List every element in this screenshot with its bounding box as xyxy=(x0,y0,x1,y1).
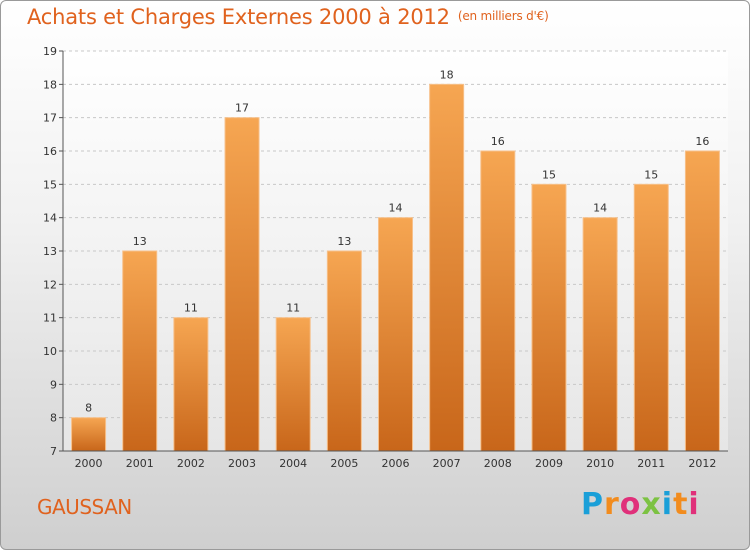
bar-2010 xyxy=(582,217,618,452)
data-label-2007: 18 xyxy=(440,68,454,81)
bar-2003 xyxy=(224,117,260,452)
data-label-2010: 14 xyxy=(593,202,607,215)
x-tick-label: 2005 xyxy=(330,457,358,470)
proxiti-logo[interactable]: Proxiti xyxy=(581,487,700,522)
y-tick-label: 17 xyxy=(43,112,57,125)
commune-name: GAUSSAN xyxy=(37,495,132,519)
x-tick-label: 2003 xyxy=(228,457,256,470)
data-label-2011: 15 xyxy=(644,168,658,181)
data-label-2005: 13 xyxy=(337,235,351,248)
logo-letter: x xyxy=(641,487,662,522)
y-tick-label: 15 xyxy=(43,178,57,191)
data-label-2008: 16 xyxy=(491,135,505,148)
logo-letter: t xyxy=(673,487,689,522)
x-tick-label: 2009 xyxy=(535,457,563,470)
x-tick-label: 2010 xyxy=(586,457,614,470)
data-label-2006: 14 xyxy=(389,202,403,215)
y-tick-label: 18 xyxy=(43,78,57,91)
bar-2011 xyxy=(633,183,669,452)
x-axis: 2000 2001 2002 2003 2004 2005 2006 2007 2008 2009… xyxy=(63,450,728,470)
x-tick-label: 2001 xyxy=(126,457,154,470)
x-tick-label: 2000 xyxy=(75,457,103,470)
x-tick-label: 2002 xyxy=(177,457,205,470)
bar-chart: 7 8 9 10 11 12 13 14 15 16 17 18 19 8 13 11 17 11 13 14 18 1… xyxy=(43,45,728,470)
data-label-2004: 11 xyxy=(286,302,300,315)
y-tick-label: 9 xyxy=(50,378,57,391)
y-tick-label: 10 xyxy=(43,345,57,358)
y-axis: 7 8 9 10 11 12 13 14 15 16 17 18 19 xyxy=(43,45,64,458)
logo-letter: r xyxy=(604,487,620,522)
bar-2002 xyxy=(173,317,209,452)
x-tick-label: 2008 xyxy=(484,457,512,470)
x-tick-label: 2012 xyxy=(688,457,716,470)
x-tick-label: 2007 xyxy=(433,457,461,470)
x-tick-label: 2004 xyxy=(279,457,307,470)
data-label-2012: 16 xyxy=(695,135,709,148)
x-tick-label: 2006 xyxy=(382,457,410,470)
logo-letter: P xyxy=(581,487,604,522)
bar-2007 xyxy=(429,83,465,452)
chart-title-text: Achats et Charges Externes 2000 à 2012 xyxy=(27,5,450,29)
bar-2009 xyxy=(531,183,567,452)
y-tick-label: 16 xyxy=(43,145,57,158)
bar-2008 xyxy=(480,150,516,452)
y-tick-label: 14 xyxy=(43,212,57,225)
bar-2004 xyxy=(275,317,311,452)
y-tick-label: 13 xyxy=(43,245,57,258)
y-tick-label: 11 xyxy=(43,312,57,325)
y-tick-label: 19 xyxy=(43,45,57,58)
bars: 8 13 11 17 11 13 14 18 16 15 14 15 16 xyxy=(71,68,720,452)
data-label-2000: 8 xyxy=(85,402,92,415)
y-tick-label: 7 xyxy=(50,445,57,458)
bar-2006 xyxy=(378,217,413,452)
data-label-2001: 13 xyxy=(133,235,147,248)
logo-letter: i xyxy=(661,487,674,522)
bar-2001 xyxy=(122,250,158,452)
y-tick-label: 8 xyxy=(50,412,57,425)
bar-2012 xyxy=(684,150,720,452)
x-tick-label: 2011 xyxy=(637,457,665,470)
chart-title: Achats et Charges Externes 2000 à 2012 (e… xyxy=(27,5,549,29)
y-tick-label: 12 xyxy=(43,278,57,291)
bar-2005 xyxy=(326,250,362,452)
data-label-2009: 15 xyxy=(542,168,556,181)
bar-2000 xyxy=(71,417,107,452)
logo-letter: i xyxy=(688,487,700,522)
data-label-2002: 11 xyxy=(184,302,198,315)
data-label-2003: 17 xyxy=(235,102,249,115)
logo-letter: o xyxy=(619,487,642,522)
chart-unit-label: (en milliers d'€) xyxy=(457,9,549,23)
